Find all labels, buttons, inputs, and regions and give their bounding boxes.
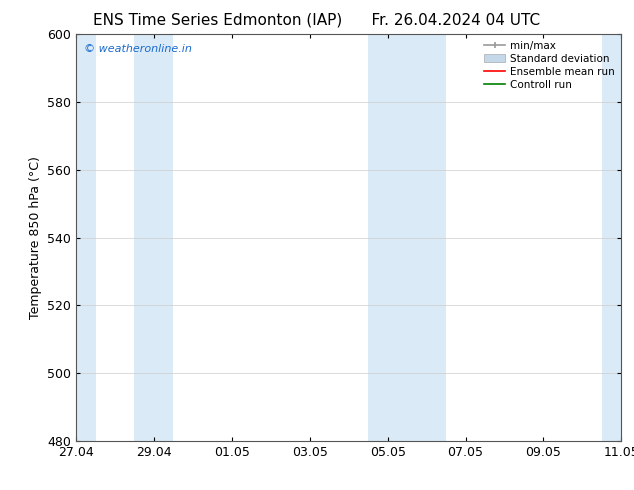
Bar — [407, 34, 446, 441]
Bar — [602, 34, 634, 441]
Y-axis label: Temperature 850 hPa (°C): Temperature 850 hPa (°C) — [29, 156, 42, 319]
Bar — [368, 34, 407, 441]
Bar — [134, 34, 174, 441]
Text: © weatheronline.in: © weatheronline.in — [84, 45, 192, 54]
Text: ENS Time Series Edmonton (IAP)      Fr. 26.04.2024 04 UTC: ENS Time Series Edmonton (IAP) Fr. 26.04… — [93, 12, 541, 27]
Bar — [56, 34, 96, 441]
Legend: min/max, Standard deviation, Ensemble mean run, Controll run: min/max, Standard deviation, Ensemble me… — [480, 36, 619, 94]
